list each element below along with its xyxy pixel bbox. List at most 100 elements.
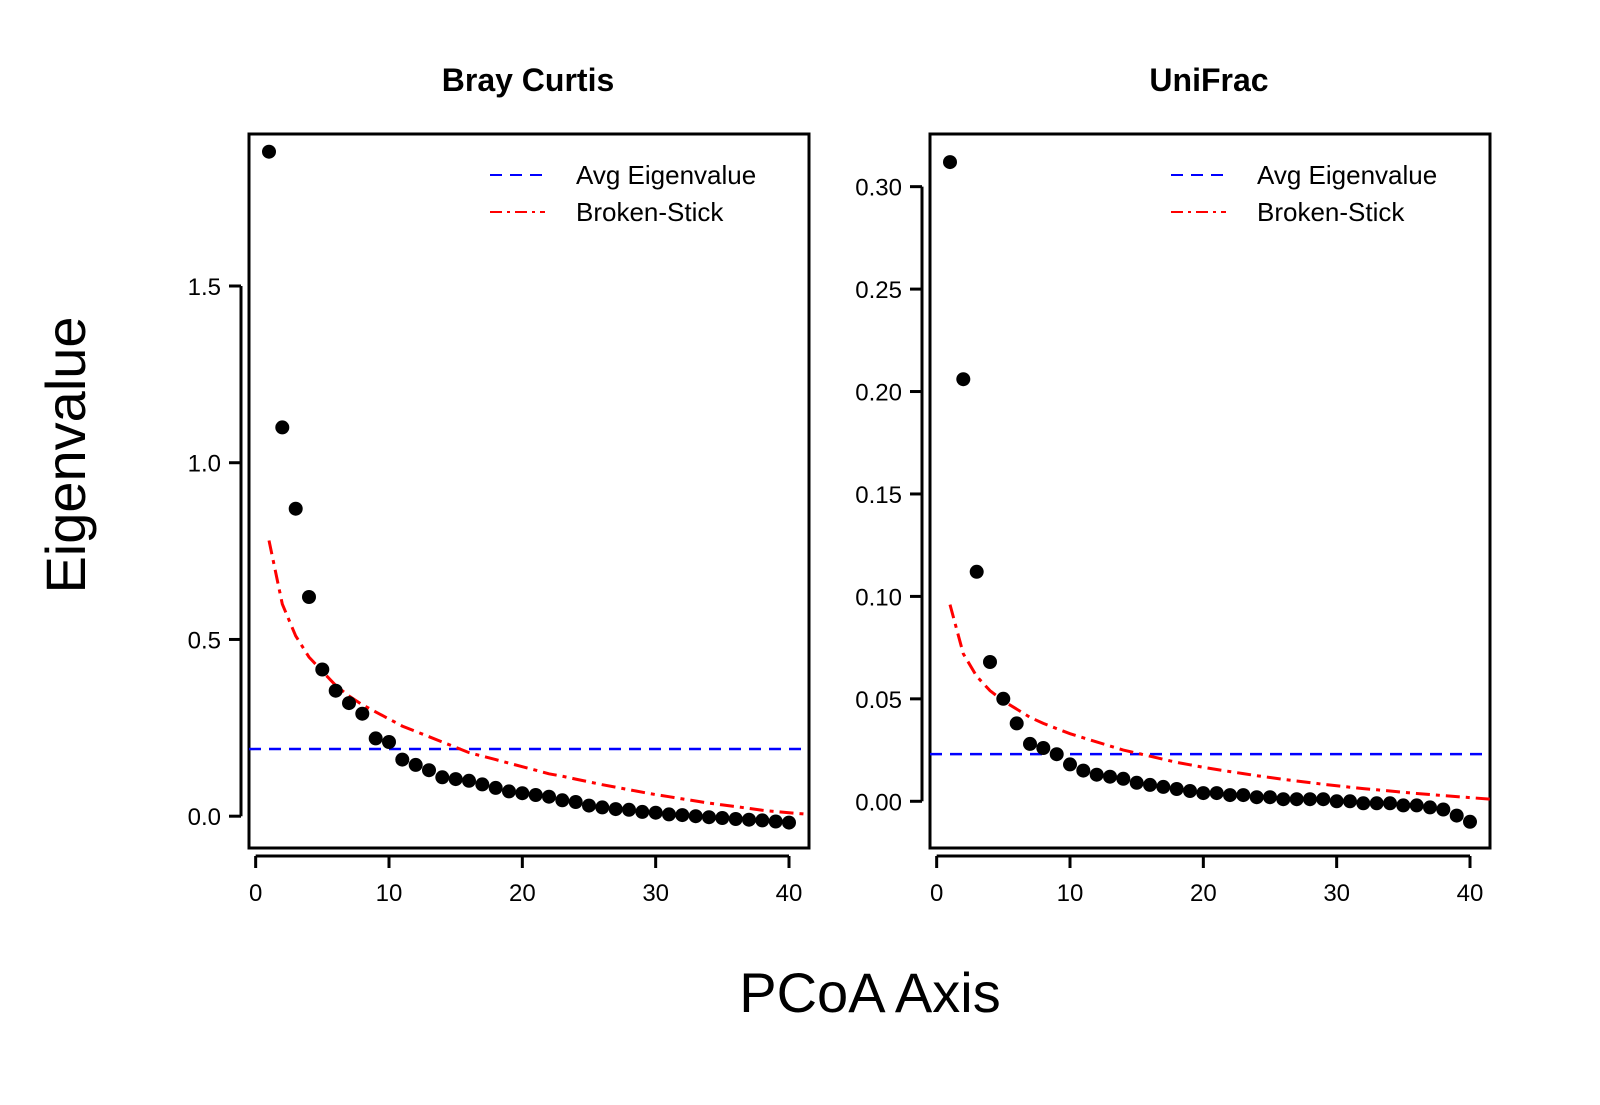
eigenvalue-point <box>1249 790 1264 805</box>
eigenvalue-point <box>1343 794 1357 809</box>
y-tick-label: 1.0 <box>188 451 221 478</box>
eigenvalue-point <box>956 372 971 387</box>
eigenvalue-point <box>1209 786 1224 801</box>
eigenvalue-point <box>595 800 610 815</box>
eigenvalue-point <box>275 420 290 435</box>
eigenvalue-point <box>1143 777 1157 792</box>
legend: Avg Eigenvalue Broken-Stick <box>490 160 756 227</box>
eigenvalue-point <box>755 813 770 828</box>
eigenvalue-point <box>1183 784 1197 798</box>
eigenvalue-point <box>382 735 396 749</box>
eigenvalue-point <box>662 807 676 822</box>
eigenvalue-point <box>943 155 957 170</box>
eigenvalue-point <box>1383 796 1397 811</box>
eigenvalue-point <box>1116 771 1131 786</box>
y-axis-label: Eigenvalue <box>34 316 97 593</box>
eigenvalue-point <box>608 802 623 817</box>
legend: Avg Eigenvalue Broken-Stick <box>1171 160 1437 227</box>
eigenvalue-point <box>315 662 330 677</box>
eigenvalue-point <box>408 757 423 772</box>
eigenvalue-point <box>1329 794 1344 809</box>
eigenvalue-point <box>368 731 383 746</box>
eigenvalue-point <box>302 590 316 604</box>
eigenvalue-point <box>1023 736 1037 751</box>
eigenvalue-point <box>488 780 503 795</box>
x-tick-label: 40 <box>776 880 803 907</box>
eigenvalue-point <box>715 811 730 825</box>
eigenvalue-point <box>1396 798 1411 813</box>
x-tick-label: 0 <box>249 880 262 907</box>
eigenvalue-point <box>702 810 716 825</box>
eigenvalue-point <box>1449 808 1464 823</box>
eigenvalue-point <box>1223 788 1237 803</box>
x-tick-label: 20 <box>509 880 536 907</box>
eigenvalue-point <box>1263 790 1277 805</box>
eigenvalue-point <box>1009 716 1024 731</box>
eigenvalue-point <box>355 706 370 721</box>
eigenvalue-point <box>1289 792 1304 807</box>
eigenvalue-point <box>1049 747 1064 762</box>
eigenvalue-point <box>288 501 303 516</box>
eigenvalue-point <box>328 683 343 698</box>
broken-stick-curve <box>267 540 810 816</box>
eigenvalue-point <box>1089 767 1104 782</box>
x-tick-label: 30 <box>642 880 669 907</box>
eigenvalue-point <box>1316 792 1331 807</box>
x-axis-label: PCoA Axis <box>739 961 1000 1024</box>
y-tick-label: 0.30 <box>855 175 902 202</box>
eigenvalue-point <box>1303 792 1317 807</box>
eigenvalue-point <box>448 772 463 787</box>
eigenvalue-point <box>1409 798 1424 813</box>
eigenvalue-point <box>1463 814 1477 829</box>
eigenvalue-point <box>1276 792 1291 807</box>
eigenvalue-point <box>996 691 1011 706</box>
eigenvalue-point <box>542 789 556 804</box>
plot-frame <box>928 132 1492 850</box>
eigenvalue-point <box>782 815 796 830</box>
y-tick-label: 0.00 <box>855 789 902 816</box>
y-tick-label: 0.20 <box>855 380 902 407</box>
legend-broken-stick-label: Broken-Stick <box>576 197 724 227</box>
eigenvalue-point <box>502 784 516 799</box>
y-tick-label: 0.5 <box>188 627 221 654</box>
eigenvalue-point <box>1423 800 1437 815</box>
eigenvalue-point <box>1436 802 1451 817</box>
y-tick-label: 0.15 <box>855 482 902 509</box>
series <box>249 144 810 830</box>
eigenvalue-point <box>635 804 650 819</box>
eigenvalue-point <box>768 814 783 829</box>
eigenvalue-point <box>1356 796 1371 811</box>
eigenvalue-point <box>1076 763 1091 778</box>
x-tick-label: 10 <box>1057 880 1084 907</box>
y-tick-label: 0.25 <box>855 277 902 304</box>
series <box>930 155 1491 829</box>
eigenvalue-point <box>969 564 984 579</box>
eigenvalue-point <box>395 752 410 767</box>
eigenvalue-point <box>648 805 663 820</box>
eigenvalue-point <box>742 812 756 827</box>
eigenvalue-point <box>462 773 476 788</box>
legend-avg-label: Avg Eigenvalue <box>576 160 756 190</box>
eigenvalue-point <box>342 696 356 711</box>
eigenvalue-point <box>475 777 490 792</box>
eigenvalue-point <box>1103 769 1117 784</box>
axes: 0 10 20 30 40 0.0 0.5 1.0 1.5 <box>188 274 803 907</box>
eigenvalue-point <box>675 808 690 823</box>
eigenvalue-point <box>1063 757 1077 772</box>
panel-title: Bray Curtis <box>442 62 615 98</box>
eigenvalue-point <box>568 795 583 809</box>
eigenvalue-point <box>262 144 276 159</box>
plot-frame <box>247 132 811 850</box>
eigenvalue-point <box>515 786 530 801</box>
eigenvalue-point <box>1196 786 1211 801</box>
y-tick-label: 1.5 <box>188 274 221 301</box>
panel-bray-curtis: Bray Curtis Avg Eigenvalue Broken-Stick … <box>188 62 811 907</box>
eigenvalue-point <box>688 809 703 824</box>
eigenvalue-point <box>582 798 596 813</box>
legend-broken-stick-label: Broken-Stick <box>1257 197 1405 227</box>
eigenvalue-point <box>1036 741 1051 755</box>
y-tick-label: 0.10 <box>855 584 902 611</box>
x-tick-label: 10 <box>376 880 403 907</box>
eigenvalue-point <box>728 812 743 826</box>
